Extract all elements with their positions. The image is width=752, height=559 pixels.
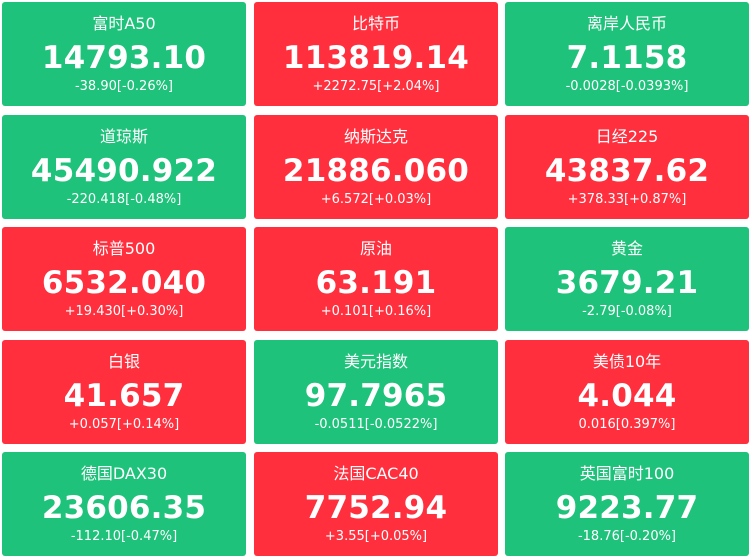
quote-name: 道琼斯 (99, 127, 148, 146)
quote-price: 97.7965 (304, 378, 448, 414)
quote-change: -220.418[-0.48%] (66, 192, 182, 207)
quote-change: +6.572[+0.03%] (320, 192, 432, 207)
quote-name: 富时A50 (92, 14, 156, 33)
quote-change: +0.057[+0.14%] (68, 417, 180, 432)
quote-name: 标普500 (92, 239, 156, 258)
quote-change: -0.0511[-0.0522%] (314, 417, 438, 432)
quote-change: -2.79[-0.08%] (582, 304, 672, 319)
quote-price: 23606.35 (41, 490, 207, 526)
quote-price: 6532.040 (41, 265, 207, 301)
quote-change: 0.016[0.397%] (578, 417, 676, 432)
quote-price: 43837.62 (544, 153, 710, 189)
quote-name: 日经225 (595, 127, 659, 146)
quote-change: +19.430[+0.30%] (64, 304, 184, 319)
quote-change: +0.101[+0.16%] (320, 304, 432, 319)
quote-tile-us-10y-treasury[interactable]: 美债10年 4.044 0.016[0.397%] (505, 340, 749, 444)
quote-price: 41.657 (63, 378, 185, 414)
quote-price: 9223.77 (555, 490, 699, 526)
quote-name: 美债10年 (592, 352, 662, 371)
quote-price: 45490.922 (30, 153, 218, 189)
quote-tile-dollar-index[interactable]: 美元指数 97.7965 -0.0511[-0.0522%] (254, 340, 498, 444)
quote-tile-bitcoin[interactable]: 比特币 113819.14 +2272.75[+2.04%] (254, 2, 498, 106)
quote-name: 比特币 (351, 14, 400, 33)
quote-tile-ftse-china-a50[interactable]: 富时A50 14793.10 -38.90[-0.26%] (2, 2, 246, 106)
quote-tile-dax30[interactable]: 德国DAX30 23606.35 -112.10[-0.47%] (2, 452, 246, 556)
quote-price: 113819.14 (282, 40, 470, 76)
quote-price: 63.191 (315, 265, 437, 301)
quote-change: +378.33[+0.87%] (567, 192, 687, 207)
quote-price: 4.044 (577, 378, 677, 414)
quote-change: +3.55[+0.05%] (324, 529, 428, 544)
quote-name: 德国DAX30 (80, 464, 168, 483)
quote-name: 英国富时100 (579, 464, 675, 483)
quote-tile-cac40[interactable]: 法国CAC40 7752.94 +3.55[+0.05%] (254, 452, 498, 556)
quote-name: 离岸人民币 (586, 14, 667, 33)
quote-price: 7752.94 (304, 490, 448, 526)
quote-price: 7.1158 (566, 40, 688, 76)
quote-tile-dow-jones[interactable]: 道琼斯 45490.922 -220.418[-0.48%] (2, 115, 246, 219)
quote-tile-nasdaq[interactable]: 纳斯达克 21886.060 +6.572[+0.03%] (254, 115, 498, 219)
quote-tile-ftse-100[interactable]: 英国富时100 9223.77 -18.76[-0.20%] (505, 452, 749, 556)
quote-tile-gold[interactable]: 黄金 3679.21 -2.79[-0.08%] (505, 227, 749, 331)
quote-name: 原油 (359, 239, 392, 258)
quote-change: -112.10[-0.47%] (70, 529, 178, 544)
quote-change: -0.0028[-0.0393%] (565, 79, 689, 94)
quote-name: 美元指数 (343, 352, 408, 371)
quote-name: 黄金 (610, 239, 643, 258)
quote-change: -38.90[-0.26%] (74, 79, 174, 94)
quote-price: 14793.10 (41, 40, 207, 76)
quote-price: 3679.21 (555, 265, 699, 301)
quote-price: 21886.060 (282, 153, 470, 189)
quote-tile-crude-oil[interactable]: 原油 63.191 +0.101[+0.16%] (254, 227, 498, 331)
quote-tile-offshore-rmb[interactable]: 离岸人民币 7.1158 -0.0028[-0.0393%] (505, 2, 749, 106)
quote-name: 白银 (107, 352, 140, 371)
quote-tile-nikkei-225[interactable]: 日经225 43837.62 +378.33[+0.87%] (505, 115, 749, 219)
quote-change: +2272.75[+2.04%] (312, 79, 440, 94)
quote-name: 纳斯达克 (343, 127, 408, 146)
quote-tile-silver[interactable]: 白银 41.657 +0.057[+0.14%] (2, 340, 246, 444)
quote-change: -18.76[-0.20%] (577, 529, 677, 544)
quote-tile-sp500[interactable]: 标普500 6532.040 +19.430[+0.30%] (2, 227, 246, 331)
quote-name: 法国CAC40 (333, 464, 419, 483)
